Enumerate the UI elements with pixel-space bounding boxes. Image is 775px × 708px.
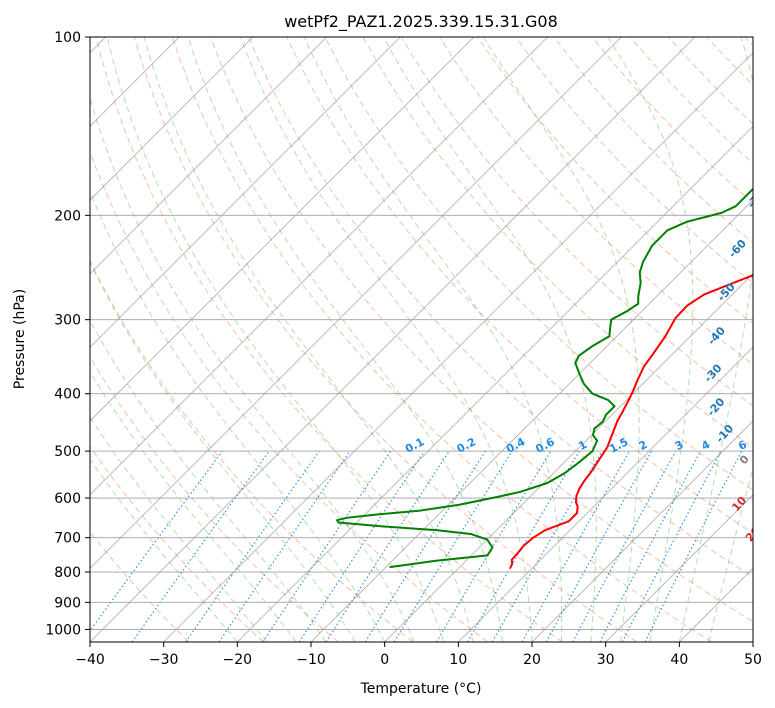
y-tick-label: 200 (54, 208, 81, 224)
plot-frame (89, 36, 754, 643)
dry-adiabat-line (90, 259, 414, 642)
y-axis-ticks: 100 200 300 400 500 600 700 800 900 1000 (45, 30, 90, 638)
y-tick-label: 1000 (45, 622, 81, 638)
moist-adiabat-line (90, 189, 386, 642)
mixing-ratio-line (572, 450, 677, 642)
isotherm-grid-line (90, 37, 622, 569)
y-tick-label: 400 (54, 387, 81, 403)
x-tick-label: 20 (523, 652, 541, 668)
isotherm-grid-line (605, 494, 753, 642)
moist-adiabat-line (303, 37, 563, 642)
x-tick-label: 30 (597, 652, 615, 668)
x-tick-label: −20 (223, 652, 253, 668)
moist-adiabat-line (90, 458, 238, 642)
moist-adiabat-line (143, 37, 474, 642)
dry-adiabat-line (133, 37, 638, 642)
isotherm-grid-line (310, 199, 753, 642)
dry-adiabat-line (324, 37, 753, 491)
dry-adiabat-label: 20 (743, 524, 763, 544)
mixing-ratio-line (325, 450, 450, 642)
y-tick-label: 300 (54, 313, 81, 329)
isotherm-grid-line (384, 273, 753, 642)
moist-adiabat-line (90, 370, 297, 642)
moist-adiabat-line (607, 37, 694, 642)
moist-adiabat-line (678, 37, 753, 642)
dry-adiabat-line (90, 445, 264, 642)
isotherm-grid-line (90, 37, 401, 348)
dry-adiabat-line (171, 37, 712, 642)
isotherm-grid-line (237, 125, 753, 642)
isotherm-grid-line (163, 52, 753, 642)
moist-adiabat-line (239, 37, 533, 642)
moist-adiabat-line (708, 466, 753, 642)
x-axis-label: Temperature (°C) (360, 681, 482, 697)
isotherm-grid-line (531, 420, 753, 642)
moist-adiabat-line (187, 37, 504, 642)
mixing-ratio-line (393, 450, 513, 642)
moist-adiabat-line (90, 319, 327, 642)
dry-adiabat-line (248, 37, 753, 578)
moist-adiabat-line (106, 37, 445, 642)
x-tick-label: 0 (380, 652, 389, 668)
mixing-ratio-line (644, 450, 743, 642)
y-tick-label: 800 (54, 565, 81, 581)
y-tick-label: 700 (54, 531, 81, 547)
isotherm-grid-line (90, 37, 548, 496)
moist-adiabat-line (383, 37, 597, 642)
x-tick-label: 40 (670, 652, 688, 668)
x-tick-label: −40 (75, 652, 105, 668)
mixing-ratio-line (185, 450, 320, 642)
dewpoint-profile-line (336, 187, 753, 569)
dry-adiabat-line (286, 37, 753, 534)
moist-adiabat-line (482, 37, 640, 642)
y-axis-label: Pressure (hPa) (12, 289, 28, 389)
isotherm-grid-line (90, 37, 327, 275)
dry-adiabat-line (210, 37, 753, 623)
isotherm-grid-line (90, 37, 254, 201)
x-tick-label: −10 (296, 652, 326, 668)
x-axis-ticks: −40 −30 −20 −10 0 10 20 30 40 50 (75, 642, 762, 668)
isotherm-grid-line (90, 37, 475, 422)
isotherm-grid-line (458, 346, 753, 642)
y-tick-label: 900 (54, 595, 81, 611)
x-tick-label: 10 (449, 652, 467, 668)
mixing-ratio-line (298, 450, 425, 642)
temperature-profile-line (509, 274, 753, 569)
chart-title: wetPf2_PAZ1.2025.339.15.31.G08 (284, 12, 558, 32)
x-tick-label: −30 (149, 652, 179, 668)
x-tick-label: 50 (744, 652, 762, 668)
y-tick-label: 500 (54, 444, 81, 460)
mixing-ratio-line (131, 450, 270, 642)
moist-adiabat-line (90, 416, 268, 642)
background-lines (90, 37, 753, 642)
moist-adiabat-label: -70 (745, 187, 768, 211)
mixing-ratio-line (90, 450, 223, 632)
profile-lines (336, 187, 753, 569)
dry-adiabat-line (95, 37, 563, 642)
dry-adiabat-line (515, 37, 753, 284)
y-tick-label: 600 (54, 491, 81, 507)
dry-adiabat-line (90, 356, 339, 642)
y-tick-label: 100 (54, 30, 81, 46)
mixing-ratio-line (545, 450, 653, 642)
mixing-ratio-line (521, 450, 631, 642)
mixing-ratio-line (262, 450, 392, 642)
moist-adiabat-line (90, 260, 356, 642)
isotherm-grid-line (90, 37, 696, 642)
mixing-ratio-line (218, 450, 351, 642)
